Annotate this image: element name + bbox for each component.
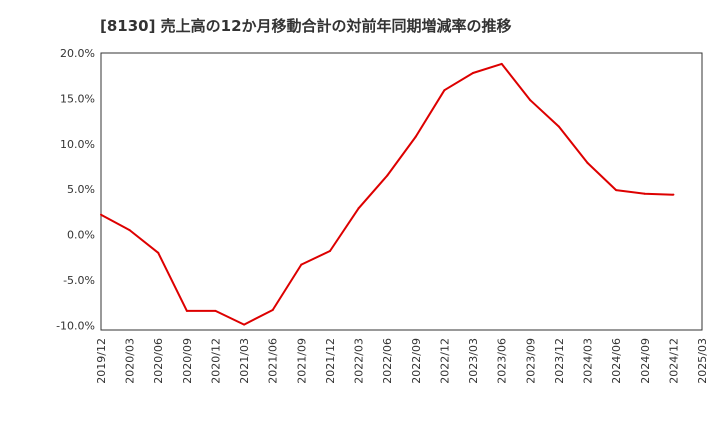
x-tick-label: 2024/09	[639, 338, 652, 384]
plot-frame	[100, 52, 703, 331]
x-tick-label: 2024/06	[610, 338, 623, 384]
data-point	[414, 135, 417, 138]
x-tick-label: 2020/09	[181, 338, 194, 384]
data-point	[443, 89, 446, 92]
x-tick-label: 2022/09	[410, 338, 423, 384]
data-point	[157, 251, 160, 254]
data-point	[529, 99, 532, 102]
data-point	[100, 213, 102, 216]
x-tick-label: 2021/12	[324, 338, 337, 384]
data-point	[500, 62, 503, 65]
y-tick-label: 20.0%	[60, 47, 95, 60]
data-point	[214, 309, 217, 312]
y-tick-label: 15.0%	[60, 92, 95, 105]
data-point	[643, 192, 646, 195]
data-point	[557, 125, 560, 128]
x-axis-ticks: 2019/12 2020/03 2020/06 2020/09 2020/12 2021/…	[95, 338, 709, 384]
x-tick-label: 2023/06	[496, 338, 509, 384]
data-point	[243, 323, 246, 326]
x-tick-label: 2025/03	[696, 338, 709, 384]
series-layer	[100, 62, 675, 326]
data-point	[615, 189, 618, 192]
x-tick-label: 2021/09	[295, 338, 308, 384]
y-tick-label: 0.0%	[67, 229, 95, 242]
x-tick-label: 2022/06	[381, 338, 394, 384]
data-point	[386, 174, 389, 177]
axes	[100, 52, 703, 331]
data-point	[586, 161, 589, 164]
x-tick-label: 2019/12	[95, 338, 108, 384]
y-axis-ticks: -10.0% -5.0% 0.0% 5.0% 10.0% 15.0% 20.0%	[56, 47, 95, 332]
x-tick-label: 2023/12	[553, 338, 566, 384]
y-tick-label: -5.0%	[63, 274, 95, 287]
y-tick-label: -10.0%	[56, 319, 95, 332]
x-tick-label: 2020/03	[124, 338, 137, 384]
x-tick-label: 2021/03	[238, 338, 251, 384]
x-tick-label: 2023/09	[524, 338, 537, 384]
x-tick-label: 2021/06	[267, 338, 280, 384]
x-tick-label: 2020/12	[209, 338, 222, 384]
data-point	[672, 193, 675, 196]
x-tick-label: 2024/03	[582, 338, 595, 384]
x-tick-label: 2020/06	[152, 338, 165, 384]
x-tick-label: 2023/03	[467, 338, 480, 384]
data-point	[271, 309, 274, 312]
data-point	[185, 309, 188, 312]
data-point	[357, 207, 360, 210]
data-point	[328, 249, 331, 252]
data-point	[300, 263, 303, 266]
x-tick-label: 2024/12	[667, 338, 680, 384]
data-point	[472, 71, 475, 74]
x-tick-label: 2022/03	[353, 338, 366, 384]
data-point	[128, 229, 131, 232]
x-tick-label: 2022/12	[438, 338, 451, 384]
y-tick-label: 5.0%	[67, 183, 95, 196]
chart-title: [8130] 売上高の12か月移動合計の対前年同期増減率の推移	[100, 17, 512, 35]
y-tick-label: 10.0%	[60, 138, 95, 151]
